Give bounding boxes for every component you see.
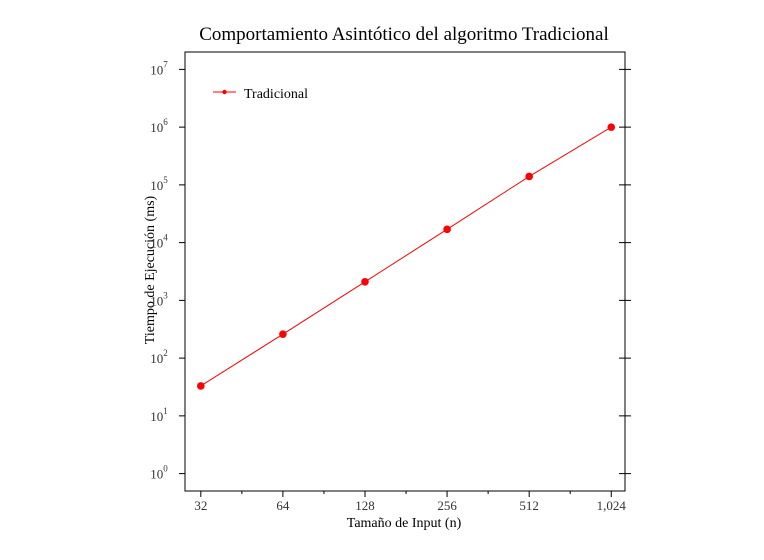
x-axis-title: Tamaño de Input (n): [347, 516, 462, 531]
data-point: [443, 225, 451, 234]
plot-frame: [184, 51, 626, 492]
x-tick-label: 32: [194, 498, 207, 513]
y-tick-label: 105: [150, 175, 168, 193]
x-tick-label: 128: [355, 498, 375, 513]
y-tick-label: 107: [150, 59, 168, 77]
legend: Tradicional: [213, 87, 308, 102]
data-point: [607, 123, 616, 131]
chart-title: Comportamiento Asintótico del algoritmo …: [199, 24, 609, 45]
x-tick-label: 1,024: [597, 498, 627, 513]
legend-marker: [222, 89, 227, 95]
y-tick-label: 103: [150, 290, 168, 308]
data-point: [525, 172, 533, 181]
data-point: [197, 382, 205, 390]
axes-layer: 32 64 128 256 512 1,024 100 101 102 103 104 105 106 1…: [150, 59, 631, 513]
legend-label: Tradicional: [244, 87, 308, 102]
y-axis-title: Tiempo de Ejecución (ms): [143, 195, 158, 344]
y-tick-label: 106: [150, 117, 168, 135]
x-tick-label: 512: [519, 498, 539, 513]
y-tick-label: 101: [150, 406, 168, 424]
data-point: [279, 330, 287, 338]
y-tick-label: 100: [150, 464, 168, 482]
x-tick-label: 64: [276, 498, 290, 513]
y-tick-label: 102: [150, 348, 168, 366]
y-tick-label: 104: [150, 233, 168, 251]
series-line: [200, 126, 612, 387]
series-layer: [197, 123, 616, 390]
data-point: [361, 277, 369, 286]
x-tick-label: 256: [437, 498, 457, 513]
